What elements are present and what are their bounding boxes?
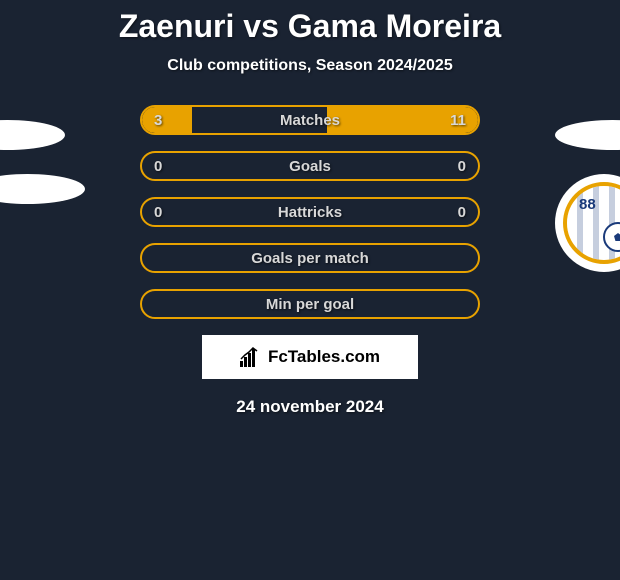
team-badge-placeholder <box>0 120 65 150</box>
stat-value-left: 0 <box>154 204 162 221</box>
bar-chart-icon <box>240 347 262 367</box>
stat-fill-left <box>142 107 192 133</box>
stat-value-left: 3 <box>154 112 162 129</box>
stat-row-hattricks: 0 Hattricks 0 <box>140 197 480 227</box>
team-badge: 88 <box>555 174 620 272</box>
date-text: 24 november 2024 <box>0 397 620 417</box>
right-team-badges: 88 <box>555 120 620 272</box>
team-badge-placeholder <box>0 174 85 204</box>
stat-row-min-per-goal: Min per goal <box>140 289 480 319</box>
stat-row-goals: 0 Goals 0 <box>140 151 480 181</box>
stat-row-matches: 3 Matches 11 <box>140 105 480 135</box>
stat-row-goals-per-match: Goals per match <box>140 243 480 273</box>
team-badge-placeholder <box>555 120 620 150</box>
badge-number: 88 <box>579 196 596 213</box>
page-subtitle: Club competitions, Season 2024/2025 <box>0 57 620 75</box>
stats-container: 3 Matches 11 0 Goals 0 0 Hattricks 0 Goa… <box>140 105 480 319</box>
left-team-badges <box>0 120 85 228</box>
stat-label: Goals <box>289 158 331 175</box>
stat-label: Min per goal <box>266 296 354 313</box>
stat-label: Matches <box>280 112 340 129</box>
stat-label: Hattricks <box>278 204 342 221</box>
stat-value-right: 0 <box>458 158 466 175</box>
stat-value-right: 0 <box>458 204 466 221</box>
stat-value-left: 0 <box>154 158 162 175</box>
brand-box: FcTables.com <box>202 335 418 379</box>
brand-text: FcTables.com <box>268 347 380 367</box>
stat-label: Goals per match <box>251 250 369 267</box>
stat-value-right: 11 <box>450 112 466 129</box>
page-title: Zaenuri vs Gama Moreira <box>0 0 620 45</box>
